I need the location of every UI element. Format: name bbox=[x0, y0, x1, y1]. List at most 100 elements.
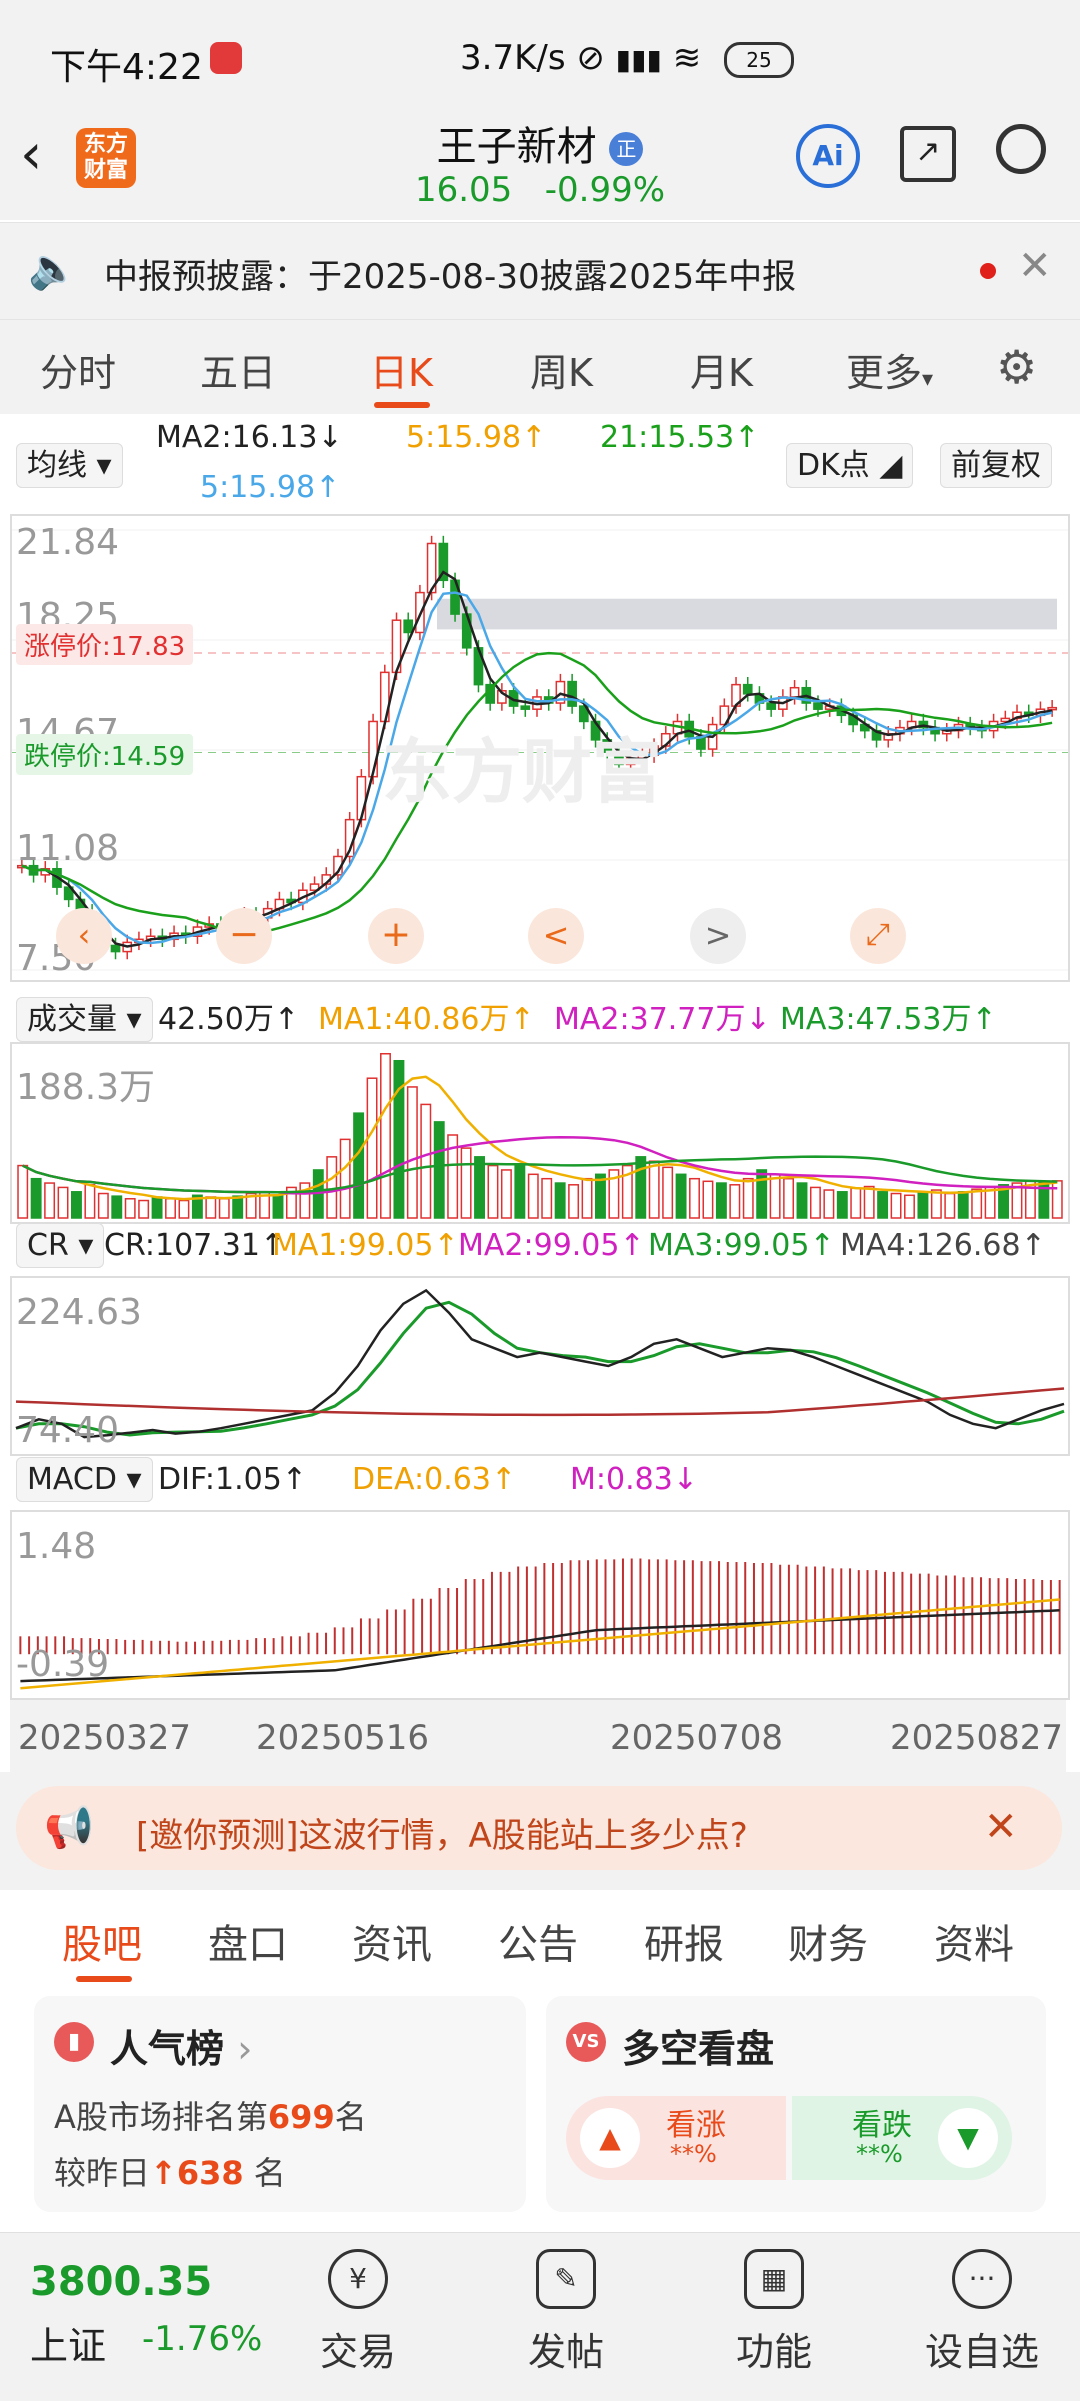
back-icon[interactable]: ‹ bbox=[20, 122, 43, 187]
nav-function[interactable]: ▦ 功能 bbox=[694, 2249, 854, 2376]
ai-button[interactable]: Ai bbox=[796, 124, 860, 188]
scroll-left-button[interactable]: < bbox=[528, 908, 584, 964]
scroll-right-button[interactable]: > bbox=[690, 908, 746, 964]
volume-bar bbox=[138, 1199, 150, 1219]
promo-close-icon[interactable]: ✕ bbox=[984, 1804, 1018, 1850]
tab-fenshi[interactable]: 分时 bbox=[40, 351, 117, 395]
volume-bar bbox=[944, 1192, 956, 1219]
macd-y-tick-1: 1.48 bbox=[16, 1526, 97, 1567]
bottom-tabs: 股吧 盘口 资讯 公告 研报 财务 资料 bbox=[0, 1892, 1080, 1992]
volume-ma1: MA1:40.86万↑ bbox=[318, 1002, 535, 1037]
index-value[interactable]: 3800.35 bbox=[30, 2259, 213, 2305]
volume-bar bbox=[57, 1186, 69, 1219]
volume-bar bbox=[783, 1177, 795, 1219]
volume-bar bbox=[930, 1189, 942, 1219]
change-value: 638 bbox=[176, 2154, 244, 2192]
volume-bar bbox=[796, 1182, 808, 1219]
promo-bar[interactable]: 📢 [邀你预测]这波行情，A股能站上多少点? ✕ bbox=[16, 1786, 1062, 1870]
volume-bar bbox=[420, 1103, 432, 1219]
volume-bar bbox=[904, 1194, 915, 1219]
bear-button[interactable]: 看跌 **% ▼ bbox=[792, 2096, 1012, 2180]
cr-y-tick-1: 224.63 bbox=[16, 1292, 142, 1333]
dk-button[interactable]: DK点 ◢ bbox=[786, 440, 914, 488]
candle-body bbox=[742, 683, 753, 695]
volume-chart[interactable]: 188.3万 bbox=[10, 1042, 1070, 1224]
volume-bar bbox=[500, 1169, 512, 1219]
tab-more-label: 更多 bbox=[846, 351, 923, 395]
watermark: 东方财富 bbox=[382, 731, 662, 813]
status-time: 下午4:22 bbox=[50, 47, 203, 88]
zoom-in-button[interactable]: + bbox=[368, 908, 424, 964]
volume-bar bbox=[178, 1199, 190, 1219]
volume-ma3-line bbox=[22, 1155, 1058, 1194]
macd-selector-label: MACD bbox=[27, 1462, 117, 1497]
volume-bar bbox=[84, 1184, 96, 1219]
volume-bar bbox=[366, 1077, 378, 1219]
cr-chart[interactable]: 224.63 74.40 bbox=[10, 1276, 1070, 1456]
tab-guba[interactable]: 股吧 bbox=[62, 1922, 142, 1968]
volume-bar bbox=[742, 1177, 754, 1219]
macd-selector[interactable]: MACD ▾ bbox=[16, 1457, 153, 1502]
nav-watchlist[interactable]: ··· 设自选 bbox=[902, 2249, 1062, 2376]
volume-bar bbox=[998, 1184, 1009, 1219]
nav-trade[interactable]: ¥ 交易 bbox=[278, 2249, 438, 2376]
nav-watchlist-label: 设自选 bbox=[924, 2330, 1039, 2374]
volume-bar bbox=[339, 1138, 351, 1219]
volume-bar bbox=[608, 1169, 620, 1219]
volume-bar bbox=[232, 1195, 244, 1219]
tab-pankou[interactable]: 盘口 bbox=[208, 1922, 288, 1968]
tag-icon: 正 bbox=[609, 132, 644, 166]
settings-gear-icon[interactable]: ⚙ bbox=[996, 340, 1038, 394]
volume-bar bbox=[715, 1182, 727, 1219]
volume-ma1-line bbox=[22, 1075, 1058, 1201]
volume-selector[interactable]: 成交量 ▾ bbox=[16, 994, 153, 1042]
tab-ziliao[interactable]: 资料 bbox=[934, 1922, 1014, 1968]
tab-gonggao[interactable]: 公告 bbox=[498, 1922, 578, 1968]
tab-yanbao[interactable]: 研报 bbox=[644, 1922, 724, 1968]
y-tick-1: 21.84 bbox=[16, 522, 120, 563]
rank-change-line: 较昨日↑638 名 bbox=[54, 2148, 286, 2194]
notice-bar[interactable]: 🔈 中报预披露：于2025-08-30披露2025年中报 ✕ bbox=[0, 222, 1080, 320]
tab-rik[interactable]: 日K bbox=[370, 351, 433, 395]
volume-bar bbox=[205, 1196, 217, 1219]
close-icon[interactable]: ✕ bbox=[1018, 243, 1052, 289]
bull-value: **% bbox=[670, 2140, 717, 2168]
macd-chart[interactable]: 1.48 -0.39 bbox=[10, 1510, 1070, 1700]
ma-selector[interactable]: 均线 ▾ bbox=[16, 440, 123, 488]
popularity-card[interactable]: ▮ 人气榜 › A股市场排名第699名 较昨日↑638 名 bbox=[34, 1996, 526, 2212]
index-change: -1.76% bbox=[142, 2319, 263, 2359]
kline-chart[interactable]: 21.84 18.25 14.67 11.08 7.50 涨停价:17.83 跌… bbox=[10, 514, 1070, 982]
tab-zixun[interactable]: 资讯 bbox=[352, 1922, 432, 1968]
volume-bar bbox=[326, 1156, 338, 1219]
scroll-start-button[interactable]: ‹ bbox=[56, 908, 112, 964]
candle-body bbox=[63, 886, 74, 901]
volume-bar bbox=[769, 1173, 781, 1219]
date-label-3: 20250708 bbox=[610, 1718, 784, 1758]
tab-zhouk[interactable]: 周K bbox=[530, 351, 593, 395]
volume-selector-label: 成交量 bbox=[27, 1002, 117, 1037]
volume-bar bbox=[581, 1177, 593, 1219]
tab-caiwu[interactable]: 财务 bbox=[788, 1922, 868, 1968]
candle-body bbox=[555, 680, 566, 704]
candle-body bbox=[766, 702, 777, 710]
volume-bar bbox=[218, 1198, 230, 1219]
bull-button[interactable]: ▲ 看涨 **% bbox=[566, 2096, 786, 2180]
status-bar: 下午4:22 3.7K/s ⊘ ▮▮▮ ≋ 25 bbox=[0, 0, 1080, 120]
volume-bar bbox=[30, 1177, 42, 1219]
search-icon[interactable] bbox=[996, 124, 1046, 174]
fullscreen-button[interactable]: ⤢ bbox=[850, 908, 906, 964]
candle-body bbox=[602, 739, 613, 753]
share-icon[interactable]: ↗ bbox=[900, 126, 956, 182]
zoom-out-button[interactable]: − bbox=[216, 908, 272, 964]
candle-body bbox=[813, 702, 823, 710]
cr-ma2: MA2:99.05↑ bbox=[458, 1228, 645, 1263]
volume-bar bbox=[17, 1164, 29, 1219]
fq-button[interactable]: 前复权 bbox=[940, 440, 1052, 488]
tab-yuek[interactable]: 月K bbox=[690, 351, 753, 395]
nav-trade-label: 交易 bbox=[319, 2330, 396, 2374]
tab-wuri[interactable]: 五日 bbox=[200, 351, 277, 395]
nav-post[interactable]: ✎ 发帖 bbox=[486, 2249, 646, 2376]
active-tab-underline bbox=[374, 402, 430, 408]
cr-selector[interactable]: CR ▾ bbox=[16, 1223, 105, 1268]
tab-more[interactable]: 更多▾ bbox=[846, 342, 933, 397]
